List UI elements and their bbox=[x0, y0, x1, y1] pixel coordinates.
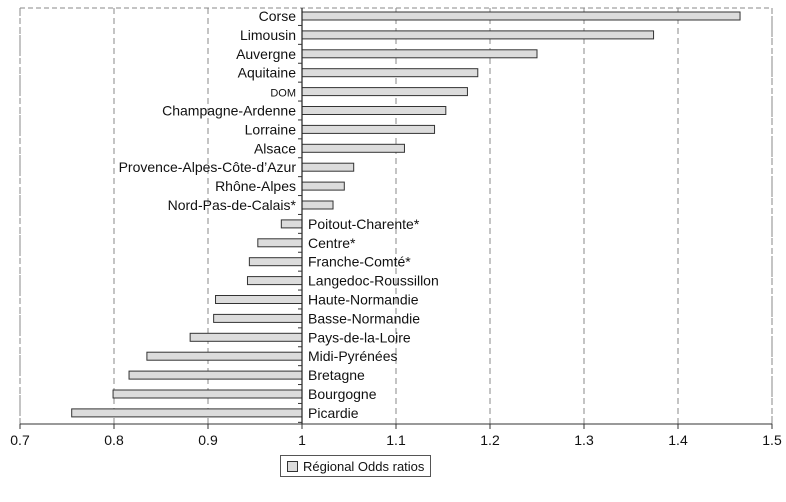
bar bbox=[246, 276, 303, 286]
x-tick-label: 0.7 bbox=[10, 432, 30, 448]
category-label: Limousin bbox=[240, 27, 296, 43]
bar bbox=[301, 200, 334, 210]
legend-label: Régional Odds ratios bbox=[303, 458, 425, 474]
bar bbox=[301, 106, 447, 115]
bar bbox=[71, 408, 303, 418]
x-tick-label: 1.2 bbox=[480, 432, 500, 448]
category-label: Corse bbox=[259, 8, 297, 24]
category-label: Nord-Pas-de-Calais* bbox=[168, 197, 297, 213]
category-label: Picardie bbox=[308, 405, 359, 421]
category-label: Haute-Normandie bbox=[308, 292, 419, 308]
category-label: Bourgogne bbox=[308, 386, 377, 402]
bar bbox=[301, 143, 405, 153]
x-tick-label: 1.4 bbox=[668, 432, 688, 448]
bar bbox=[301, 11, 741, 21]
bar bbox=[280, 219, 303, 229]
x-tick-label: 1.3 bbox=[574, 432, 594, 448]
bar bbox=[257, 238, 303, 248]
legend-swatch bbox=[287, 460, 298, 472]
category-label: Franche-Comté* bbox=[308, 254, 411, 270]
bar bbox=[301, 30, 655, 40]
bar bbox=[301, 181, 345, 191]
category-label: DOM bbox=[270, 88, 296, 100]
category-label: Aquitaine bbox=[238, 65, 297, 81]
legend: Régional Odds ratios bbox=[280, 455, 432, 477]
bar bbox=[189, 332, 303, 342]
category-label: Alsace bbox=[254, 140, 296, 156]
category-label: Bretagne bbox=[308, 367, 365, 383]
category-label: Langedoc-Roussillon bbox=[308, 273, 439, 289]
x-tick-label: 0.9 bbox=[198, 432, 218, 448]
category-label: Basse-Normandie bbox=[308, 310, 420, 326]
x-tick-label: 1.5 bbox=[762, 432, 782, 448]
bar bbox=[301, 87, 468, 97]
category-labels: Corse Limousin Auvergne Aquitaine DOM Champag… bbox=[119, 8, 439, 421]
category-label: Pays-de-la-Loire bbox=[308, 329, 411, 345]
bar bbox=[248, 257, 303, 267]
bar bbox=[146, 351, 303, 361]
x-axis: 0.7 0.8 0.9 1 1.1 1.2 1.3 1.4 1.5 bbox=[10, 8, 782, 448]
bar bbox=[301, 162, 355, 172]
category-label: Auvergne bbox=[236, 46, 296, 62]
bar bbox=[112, 389, 303, 399]
bar bbox=[301, 124, 436, 134]
category-label: Centre* bbox=[308, 235, 356, 251]
x-tick-label: 1.1 bbox=[386, 432, 406, 448]
x-tick-label: 1 bbox=[298, 432, 306, 448]
category-label: Rhône-Alpes bbox=[215, 178, 296, 194]
x-tick-label: 0.8 bbox=[104, 432, 124, 448]
bar bbox=[301, 68, 479, 78]
category-label: Lorraine bbox=[245, 121, 297, 137]
bar bbox=[128, 370, 303, 380]
category-label: Midi-Pyrénées bbox=[308, 348, 397, 364]
bars bbox=[71, 11, 741, 418]
bar bbox=[215, 295, 303, 304]
category-label: Provence-Alpes-Côte-d’Azur bbox=[119, 159, 297, 175]
bar bbox=[301, 49, 538, 59]
category-label: Champagne-Ardenne bbox=[162, 103, 296, 119]
category-label: Poitout-Charente* bbox=[308, 216, 420, 232]
bar bbox=[213, 313, 303, 323]
